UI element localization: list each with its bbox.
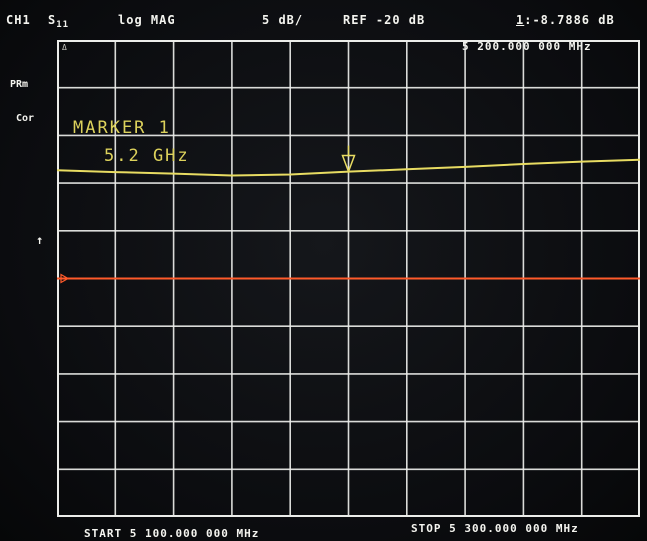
- plot-area: [57, 40, 640, 517]
- delta-hint: Δ: [62, 43, 67, 52]
- cor-annotation: Cor: [16, 113, 35, 124]
- marker-readout-value: :-8.7886 dB: [524, 13, 615, 27]
- marker-frequency: 5.2 GHz: [104, 146, 190, 166]
- start-frequency: START 5 100.000 000 MHz: [84, 527, 260, 540]
- reference-position-arrow-icon: ↑: [36, 233, 44, 247]
- parameter-sub: 11: [56, 20, 70, 30]
- marker-triangle-icon: [341, 154, 356, 174]
- format-label: log MAG: [118, 13, 176, 27]
- reference-level-pointer-icon: [60, 273, 70, 284]
- marker-title: MARKER 1: [73, 118, 171, 138]
- marker-frequency-readout: 5 200.000 000 MHz: [462, 40, 592, 53]
- marker-readout-id: 1: [516, 13, 525, 27]
- reference-level-line: [57, 273, 640, 284]
- marker-readout: 1:-8.7886 dB: [516, 13, 615, 27]
- channel-label: CH1: [6, 13, 31, 27]
- scale-label: 5 dB/: [262, 13, 304, 27]
- reference-label: REF -20 dB: [343, 13, 426, 27]
- parameter-label: S11: [48, 13, 70, 30]
- prm-annotation: PRm: [10, 79, 29, 90]
- marker-1-symbol: [341, 145, 356, 174]
- parameter-main: S: [48, 13, 57, 27]
- stop-frequency: STOP 5 300.000 000 MHz: [411, 522, 579, 535]
